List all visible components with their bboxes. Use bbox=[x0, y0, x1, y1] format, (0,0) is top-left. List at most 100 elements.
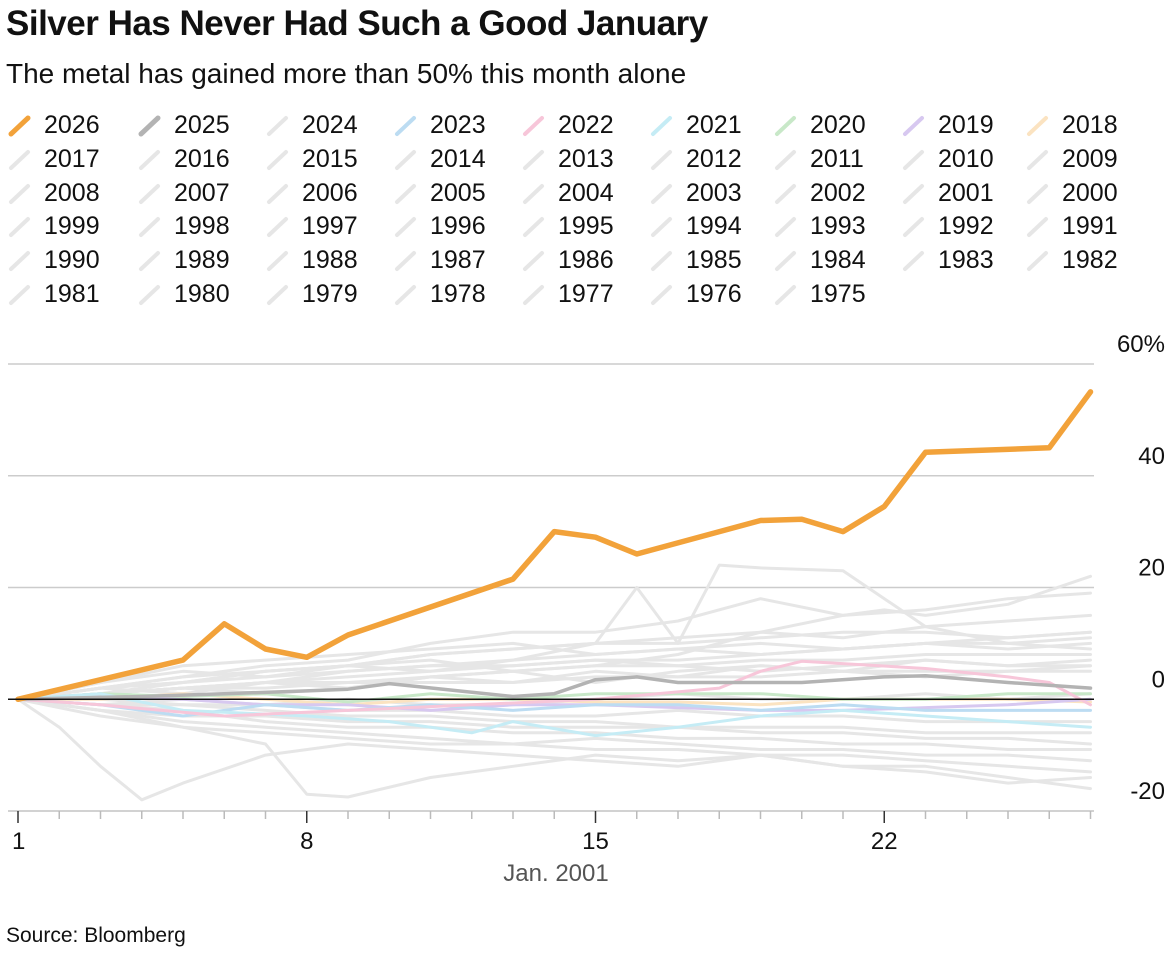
legend-swatch-2018 bbox=[1027, 116, 1048, 136]
legend-item-1995: 1995 bbox=[522, 211, 614, 241]
legend-label: 1997 bbox=[302, 211, 358, 240]
legend-item-2018: 2018 bbox=[1026, 110, 1118, 140]
legend-item-2004: 2004 bbox=[522, 178, 614, 208]
legend-label: 1994 bbox=[686, 211, 742, 240]
legend-label: 2011 bbox=[810, 144, 864, 173]
legend-label: 2013 bbox=[558, 144, 614, 173]
legend-item-1992: 1992 bbox=[902, 211, 994, 241]
legend-swatch-1981 bbox=[9, 285, 30, 305]
legend-swatch-2007 bbox=[139, 184, 160, 204]
legend-swatch-1986 bbox=[523, 251, 544, 271]
legend-item-1976: 1976 bbox=[650, 279, 742, 309]
legend-item-1977: 1977 bbox=[522, 279, 614, 309]
legend-swatch-1991 bbox=[1027, 217, 1048, 237]
legend-label: 2026 bbox=[44, 110, 100, 139]
y-tick-label: 60% bbox=[1117, 331, 1165, 358]
legend-item-2006: 2006 bbox=[266, 178, 358, 208]
legend-swatch-1993 bbox=[775, 217, 796, 237]
legend-item-2007: 2007 bbox=[138, 178, 230, 208]
legend-item-2016: 2016 bbox=[138, 144, 230, 174]
legend-item-1988: 1988 bbox=[266, 245, 358, 275]
legend-label: 1978 bbox=[430, 279, 486, 308]
legend-label: 2020 bbox=[810, 110, 866, 139]
legend-label: 1996 bbox=[430, 211, 486, 240]
legend-swatch-2000 bbox=[1027, 184, 1048, 204]
legend-swatch-2026 bbox=[8, 115, 31, 137]
legend-swatch-2014 bbox=[395, 150, 416, 170]
legend-swatch-1999 bbox=[9, 217, 30, 237]
legend-item-1989: 1989 bbox=[138, 245, 230, 275]
legend-swatch-2017 bbox=[9, 150, 30, 170]
series-line-2016 bbox=[16, 669, 1092, 701]
series-line-2003 bbox=[16, 697, 1092, 724]
legend-label: 2010 bbox=[938, 144, 994, 173]
legend-swatch-1977 bbox=[523, 285, 544, 305]
legend-swatch-2025 bbox=[138, 115, 161, 137]
legend-item-1997: 1997 bbox=[266, 211, 358, 241]
legend-label: 2009 bbox=[1062, 144, 1118, 173]
series-line-2026 bbox=[15, 389, 1094, 703]
legend-swatch-2024 bbox=[267, 116, 288, 136]
series-line-2021 bbox=[16, 692, 1092, 738]
legend-item-2010: 2010 bbox=[902, 144, 994, 174]
legend-item-1981: 1981 bbox=[8, 279, 100, 309]
legend-swatch-1976 bbox=[651, 285, 672, 305]
legend-swatch-1979 bbox=[267, 285, 288, 305]
legend-item-2024: 2024 bbox=[266, 110, 358, 140]
legend-label: 2012 bbox=[686, 144, 742, 173]
legend-item-1978: 1978 bbox=[394, 279, 486, 309]
legend-label: 1990 bbox=[44, 245, 100, 274]
legend-item-1984: 1984 bbox=[774, 245, 866, 275]
series-line-1997 bbox=[16, 697, 1092, 763]
legend-label: 1980 bbox=[174, 279, 230, 308]
legend-swatch-2010 bbox=[903, 150, 924, 170]
y-tick-label: 40 bbox=[1138, 443, 1165, 470]
legend-label: 1991 bbox=[1062, 211, 1118, 240]
legend-label: 2004 bbox=[558, 178, 614, 207]
legend-label: 2003 bbox=[686, 178, 742, 207]
legend-label: 2025 bbox=[174, 110, 230, 139]
legend-item-1983: 1983 bbox=[902, 245, 994, 275]
legend-label: 2005 bbox=[430, 178, 486, 207]
legend-label: 2019 bbox=[938, 110, 994, 139]
legend-swatch-1983 bbox=[903, 251, 924, 271]
legend-swatch-1992 bbox=[903, 217, 924, 237]
chart-subtitle: The metal has gained more than 50% this … bbox=[6, 58, 687, 89]
legend-swatch-1995 bbox=[523, 217, 544, 237]
legend-swatch-2009 bbox=[1027, 150, 1048, 170]
legend-label: 2022 bbox=[558, 110, 614, 139]
y-tick-label: 20 bbox=[1138, 555, 1165, 582]
legend-label: 2001 bbox=[938, 178, 994, 207]
legend-label: 2014 bbox=[430, 144, 486, 173]
background-series bbox=[16, 563, 1092, 802]
legend-label: 1999 bbox=[44, 211, 100, 240]
legend-label: 2002 bbox=[810, 178, 866, 207]
legend-label: 2007 bbox=[174, 178, 230, 207]
legend-item-2012: 2012 bbox=[650, 144, 742, 174]
legend-swatch-2012 bbox=[651, 150, 672, 170]
legend-item-1998: 1998 bbox=[138, 211, 230, 241]
legend-swatch-2019 bbox=[903, 116, 924, 136]
legend-item-1986: 1986 bbox=[522, 245, 614, 275]
legend-item-2003: 2003 bbox=[650, 178, 742, 208]
legend-label: 1987 bbox=[430, 245, 486, 274]
legend-item-2026: 2026 bbox=[8, 110, 100, 140]
legend-item-2013: 2013 bbox=[522, 144, 614, 174]
legend-label: 1979 bbox=[302, 279, 358, 308]
legend-item-2019: 2019 bbox=[902, 110, 994, 140]
legend-label: 1982 bbox=[1062, 245, 1118, 274]
legend-swatch-2015 bbox=[267, 150, 288, 170]
legend-swatch-2013 bbox=[523, 150, 544, 170]
x-tick-label: 15 bbox=[582, 828, 609, 855]
legend-item-2001: 2001 bbox=[902, 178, 994, 208]
legend-label: 1984 bbox=[810, 245, 866, 274]
y-tick-label: -20 bbox=[1130, 778, 1165, 805]
legend-swatch-1994 bbox=[651, 217, 672, 237]
legend-swatch-1998 bbox=[139, 217, 160, 237]
legend-label: 1988 bbox=[302, 245, 358, 274]
legend-swatch-2021 bbox=[651, 116, 672, 136]
series-line-1990 bbox=[16, 697, 1092, 774]
legend-item-2025: 2025 bbox=[138, 110, 230, 140]
source-note: Source: Bloomberg bbox=[6, 924, 186, 947]
